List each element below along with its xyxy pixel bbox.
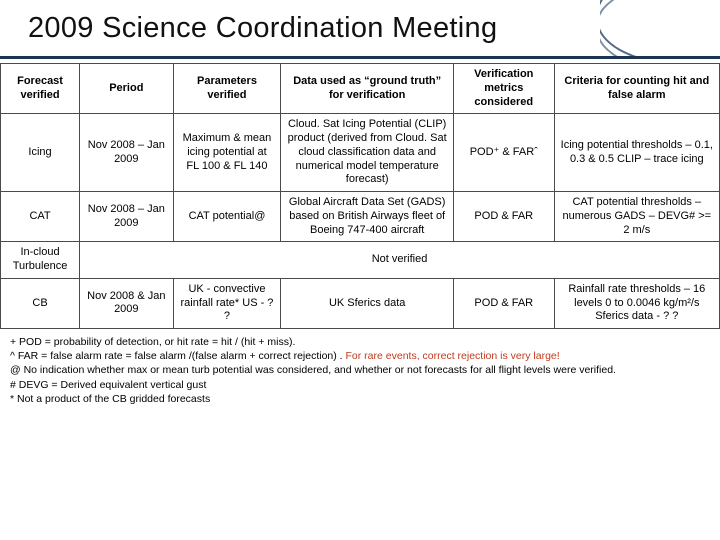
cell-forecast: In-cloud Turbulence (1, 242, 80, 279)
col-metrics: Verification metrics considered (453, 64, 554, 114)
footnote-devg: # DEVG = Derived equivalent vertical gus… (10, 378, 710, 392)
cell-criteria: Icing potential thresholds – 0.1, 0.3 & … (554, 114, 719, 192)
cell-forecast: Icing (1, 114, 80, 192)
footnote-star: * Not a product of the CB gridded foreca… (10, 392, 710, 406)
cell-metrics: POD⁺ & FARˆ (453, 114, 554, 192)
footnote-pod: + POD = probability of detection, or hit… (10, 335, 710, 349)
table-header-row: Forecast verified Period Parameters veri… (1, 64, 720, 114)
cell-metrics: POD & FAR (453, 278, 554, 328)
title-decoration (600, 0, 720, 56)
cell-metrics: POD & FAR (453, 192, 554, 242)
title-bar: 2009 Science Coordination Meeting (0, 0, 720, 56)
footnote-rare-warning: For rare events, correct rejection is ve… (346, 350, 560, 362)
cell-period: Nov 2008 – Jan 2009 (80, 192, 173, 242)
cell-ground: UK Sferics data (281, 278, 454, 328)
cell-ground: Cloud. Sat Icing Potential (CLIP) produc… (281, 114, 454, 192)
table-row: CB Nov 2008 & Jan 2009 UK - convective r… (1, 278, 720, 328)
table-row: CAT Nov 2008 – Jan 2009 CAT potential@ G… (1, 192, 720, 242)
cell-period: Nov 2008 & Jan 2009 (80, 278, 173, 328)
cell-forecast: CAT (1, 192, 80, 242)
footnote-far-text: ^ FAR = false alarm rate = false alarm /… (10, 350, 346, 362)
cell-not-verified: Not verified (80, 242, 720, 279)
col-period: Period (80, 64, 173, 114)
cell-params: Maximum & mean icing potential at FL 100… (173, 114, 281, 192)
table-row: Icing Nov 2008 – Jan 2009 Maximum & mean… (1, 114, 720, 192)
cell-ground: Global Aircraft Data Set (GADS) based on… (281, 192, 454, 242)
table-row: In-cloud Turbulence Not verified (1, 242, 720, 279)
cell-forecast: CB (1, 278, 80, 328)
page-title: 2009 Science Coordination Meeting (28, 12, 497, 45)
slide: { "title": "2009 Science Coordination Me… (0, 0, 720, 540)
cell-params: CAT potential@ (173, 192, 281, 242)
footnote-at: @ No indication whether max or mean turb… (10, 363, 710, 377)
cell-period: Nov 2008 – Jan 2009 (80, 114, 173, 192)
cell-params: UK - convective rainfall rate* US - ? ? (173, 278, 281, 328)
col-criteria: Criteria for counting hit and false alar… (554, 64, 719, 114)
cell-criteria: Rainfall rate thresholds – 16 levels 0 t… (554, 278, 719, 328)
footnotes: + POD = probability of detection, or hit… (0, 329, 720, 406)
verification-table: Forecast verified Period Parameters veri… (0, 63, 720, 329)
col-ground-truth: Data used as “ground truth” for verifica… (281, 64, 454, 114)
footnote-far: ^ FAR = false alarm rate = false alarm /… (10, 349, 710, 363)
col-parameters: Parameters verified (173, 64, 281, 114)
cell-criteria: CAT potential thresholds – numerous GADS… (554, 192, 719, 242)
title-underline (0, 56, 720, 59)
col-forecast-verified: Forecast verified (1, 64, 80, 114)
